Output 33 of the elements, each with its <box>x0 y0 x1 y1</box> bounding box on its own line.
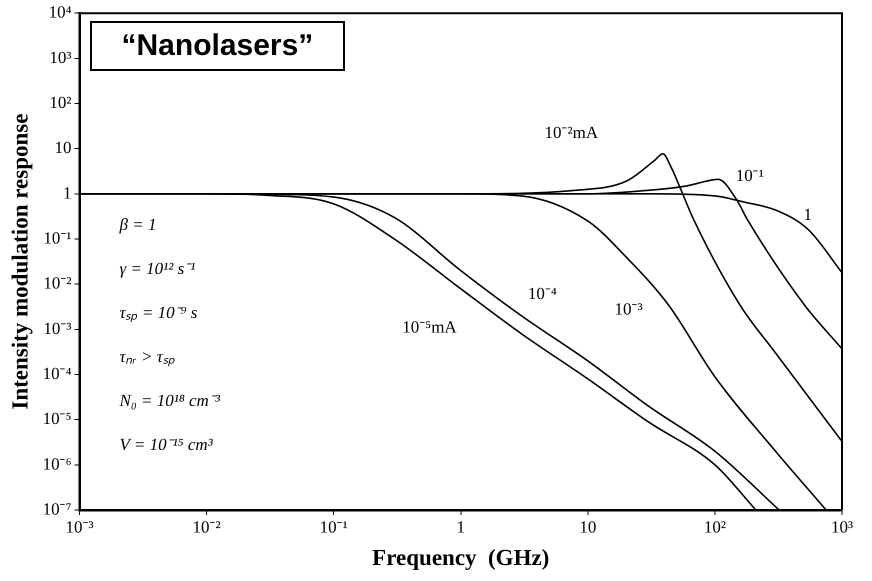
text: “Nanolasers” <box>90 21 346 72</box>
annotation: τₛₚ = 10⁻⁹ s <box>120 302 198 324</box>
x-tick-label: 10² <box>704 518 726 537</box>
y-tick-label: 10⁻¹ <box>43 228 72 248</box>
y-tick-label: 10⁻² <box>43 274 72 293</box>
y-tick-label: 10⁻⁴ <box>42 364 72 383</box>
text: 10⁻²mA <box>544 122 599 142</box>
y-tick-label: 10⁻⁵ <box>42 409 72 428</box>
x-tick-label: 1 <box>456 518 466 537</box>
y-tick-label: 10⁻³ <box>43 318 72 338</box>
series-label: 10⁻¹ <box>736 166 764 186</box>
y-tick-label: 10³ <box>49 48 72 67</box>
annotation: τₙᵣ > τₛₚ <box>120 346 176 368</box>
x-axis-title: Frequency (GHz) <box>372 545 550 570</box>
y-tick-label: 1 <box>63 183 72 202</box>
annotation: V = 10⁻¹⁵ cm³ <box>120 434 214 456</box>
y-tick-label: 10⁻⁶ <box>42 454 72 474</box>
annotation: γ = 10¹² s⁻¹ <box>120 258 196 280</box>
annotation: N₀ = 10¹⁸ cm⁻³ <box>120 390 220 412</box>
y-tick-label: 10² <box>49 92 72 112</box>
x-tick-label: 10⁻¹ <box>320 518 348 537</box>
annotation: β = 1 <box>120 214 158 236</box>
x-tick-label: 10 <box>579 518 596 537</box>
y-tick-label: 10⁴ <box>48 2 72 22</box>
series-label: 10⁻⁵mA <box>402 318 458 337</box>
x-tick-label: 10⁻² <box>192 518 221 537</box>
series-label: 1 <box>803 204 812 224</box>
y-tick-label: 10 <box>54 138 72 158</box>
y-axis-title: Intensity modulation response <box>8 114 33 410</box>
series-label: 10⁻³ <box>614 299 643 318</box>
x-tick-label: 10³ <box>830 518 854 537</box>
y-tick-label: 10⁻⁷ <box>42 499 72 518</box>
series-label: 10⁻⁴ <box>528 284 557 303</box>
